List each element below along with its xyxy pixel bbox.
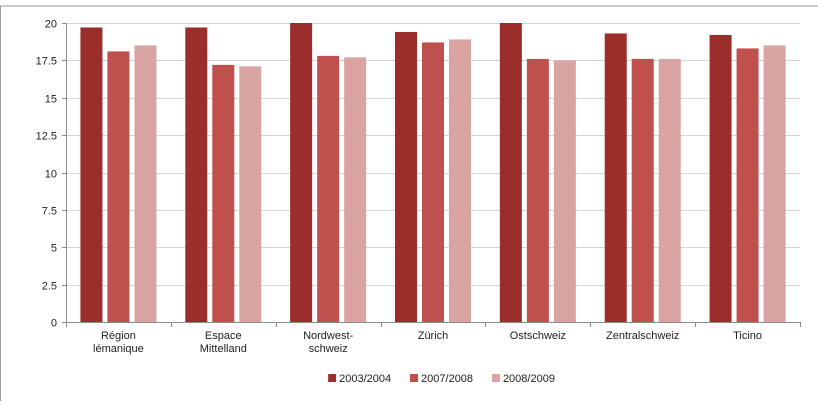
legend: 2003/2004 2007/2008 2008/2009 xyxy=(328,373,555,385)
x-tick-label: Ticino xyxy=(733,330,762,342)
y-tick-label: 0 xyxy=(51,318,57,330)
legend-label: 2008/2009 xyxy=(503,373,555,385)
y-tick-label: 7.5 xyxy=(42,206,57,218)
x-tick-label-line: Mittelland xyxy=(200,343,247,355)
bar xyxy=(134,45,157,323)
bar xyxy=(212,64,235,323)
bar xyxy=(422,42,444,323)
legend-swatch xyxy=(328,374,337,382)
bar xyxy=(526,58,549,322)
bar xyxy=(736,48,759,322)
bar xyxy=(80,27,103,323)
y-tick-label: 15 xyxy=(45,94,57,106)
legend-swatch xyxy=(491,374,500,382)
legend-label: 2003/2004 xyxy=(339,373,391,385)
bar xyxy=(631,58,654,322)
x-tick-label-line: lémanique xyxy=(93,343,144,355)
x-axis: Région lémanique Espace Mittelland Nordwest-… xyxy=(66,322,801,355)
bar xyxy=(499,23,522,322)
x-tick-label: Région lémanique xyxy=(93,330,144,355)
x-tick-label-line: Ostschweiz xyxy=(510,330,566,342)
bar xyxy=(239,66,262,322)
y-axis: 0 2.5 5 7.5 10 12.5 15 17.5 20 xyxy=(36,19,67,330)
bar xyxy=(709,34,732,323)
x-tick-label-line: Espace xyxy=(205,330,242,342)
bar xyxy=(185,27,208,323)
bar xyxy=(763,45,786,323)
x-tick-label-line: Zürich xyxy=(418,330,449,342)
y-tick-label: 10 xyxy=(45,169,57,181)
y-tick-label: 2.5 xyxy=(42,281,57,293)
legend-label: 2007/2008 xyxy=(421,373,473,385)
bars xyxy=(80,23,786,323)
x-tick-label-line: Ticino xyxy=(733,330,762,342)
chart-frame xyxy=(0,5,818,401)
bar xyxy=(344,57,367,322)
legend-swatch xyxy=(410,374,419,382)
x-tick-label: Zentralschweiz xyxy=(606,330,679,342)
bar xyxy=(290,23,313,322)
y-tick-label: 12.5 xyxy=(36,131,57,143)
x-tick-label-line: Nordwest- xyxy=(303,330,353,342)
x-tick-label: Espace Mittelland xyxy=(200,330,247,355)
y-tick-label: 5 xyxy=(51,243,57,255)
bar xyxy=(553,60,576,322)
x-tick-label-line: schweiz xyxy=(309,343,348,355)
bar xyxy=(317,55,340,322)
x-tick-label: Ostschweiz xyxy=(510,330,566,342)
bar xyxy=(449,39,471,322)
x-tick-label: Zürich xyxy=(418,330,449,342)
bar xyxy=(658,58,681,322)
bar xyxy=(107,51,130,322)
bar xyxy=(604,33,627,323)
y-tick-label: 17.5 xyxy=(36,56,57,68)
x-tick-label-line: Zentralschweiz xyxy=(606,330,679,342)
x-tick-label-line: Région xyxy=(101,330,136,342)
x-tick-label: Nordwest-schweiz xyxy=(303,330,353,355)
y-tick-label: 20 xyxy=(45,19,57,31)
bar xyxy=(395,31,417,322)
